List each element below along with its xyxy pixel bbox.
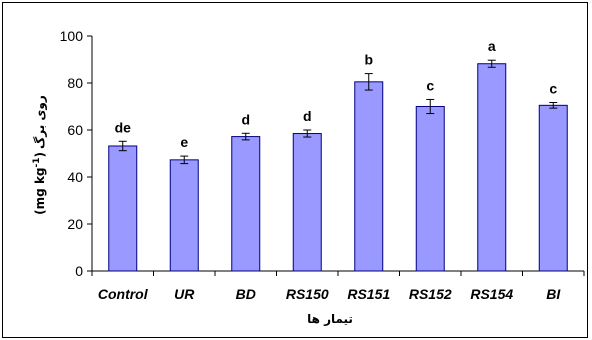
- category-label: RS151: [347, 286, 390, 302]
- bar-bd: [232, 137, 260, 271]
- bar-rs151: [355, 82, 383, 271]
- significance-letter: a: [488, 38, 496, 54]
- y-axis-title: (mg kg-1) روی برگ: [32, 95, 48, 215]
- bar-bi: [539, 105, 567, 271]
- y-tick-label: 100: [60, 28, 84, 44]
- significance-letter: de: [115, 119, 132, 135]
- x-axis-title: تیمار ها: [307, 312, 353, 326]
- y-axis-title-close: ): [33, 152, 47, 157]
- bar-ur: [170, 160, 198, 271]
- y-axis-title-text: روی برگ: [32, 95, 48, 149]
- bar-control: [109, 146, 137, 271]
- y-tick-label: 80: [67, 75, 83, 91]
- category-label: UR: [174, 286, 195, 302]
- y-tick-label: 20: [67, 216, 83, 232]
- significance-letter: c: [549, 81, 557, 97]
- y-axis-title-superscript: -1: [32, 157, 42, 167]
- y-tick-label: 60: [67, 122, 83, 138]
- y-axis-title-unit: (mg kg: [33, 167, 47, 214]
- significance-letter: d: [303, 108, 312, 124]
- category-label: RS152: [409, 286, 452, 302]
- bar-rs154: [478, 64, 506, 271]
- category-label: BI: [546, 286, 561, 302]
- category-label: Control: [98, 286, 149, 302]
- significance-letter: b: [364, 52, 373, 68]
- bar-rs150: [293, 134, 321, 271]
- bar-rs152: [416, 107, 444, 272]
- significance-letter: d: [241, 111, 250, 127]
- y-tick-label: 0: [75, 263, 83, 279]
- significance-letter: c: [426, 77, 434, 93]
- bars-group: [109, 60, 568, 271]
- category-label: RS154: [470, 286, 513, 302]
- y-tick-label: 40: [67, 169, 83, 185]
- significance-letter: e: [180, 134, 188, 150]
- category-label: BD: [236, 286, 256, 302]
- category-label: RS150: [286, 286, 329, 302]
